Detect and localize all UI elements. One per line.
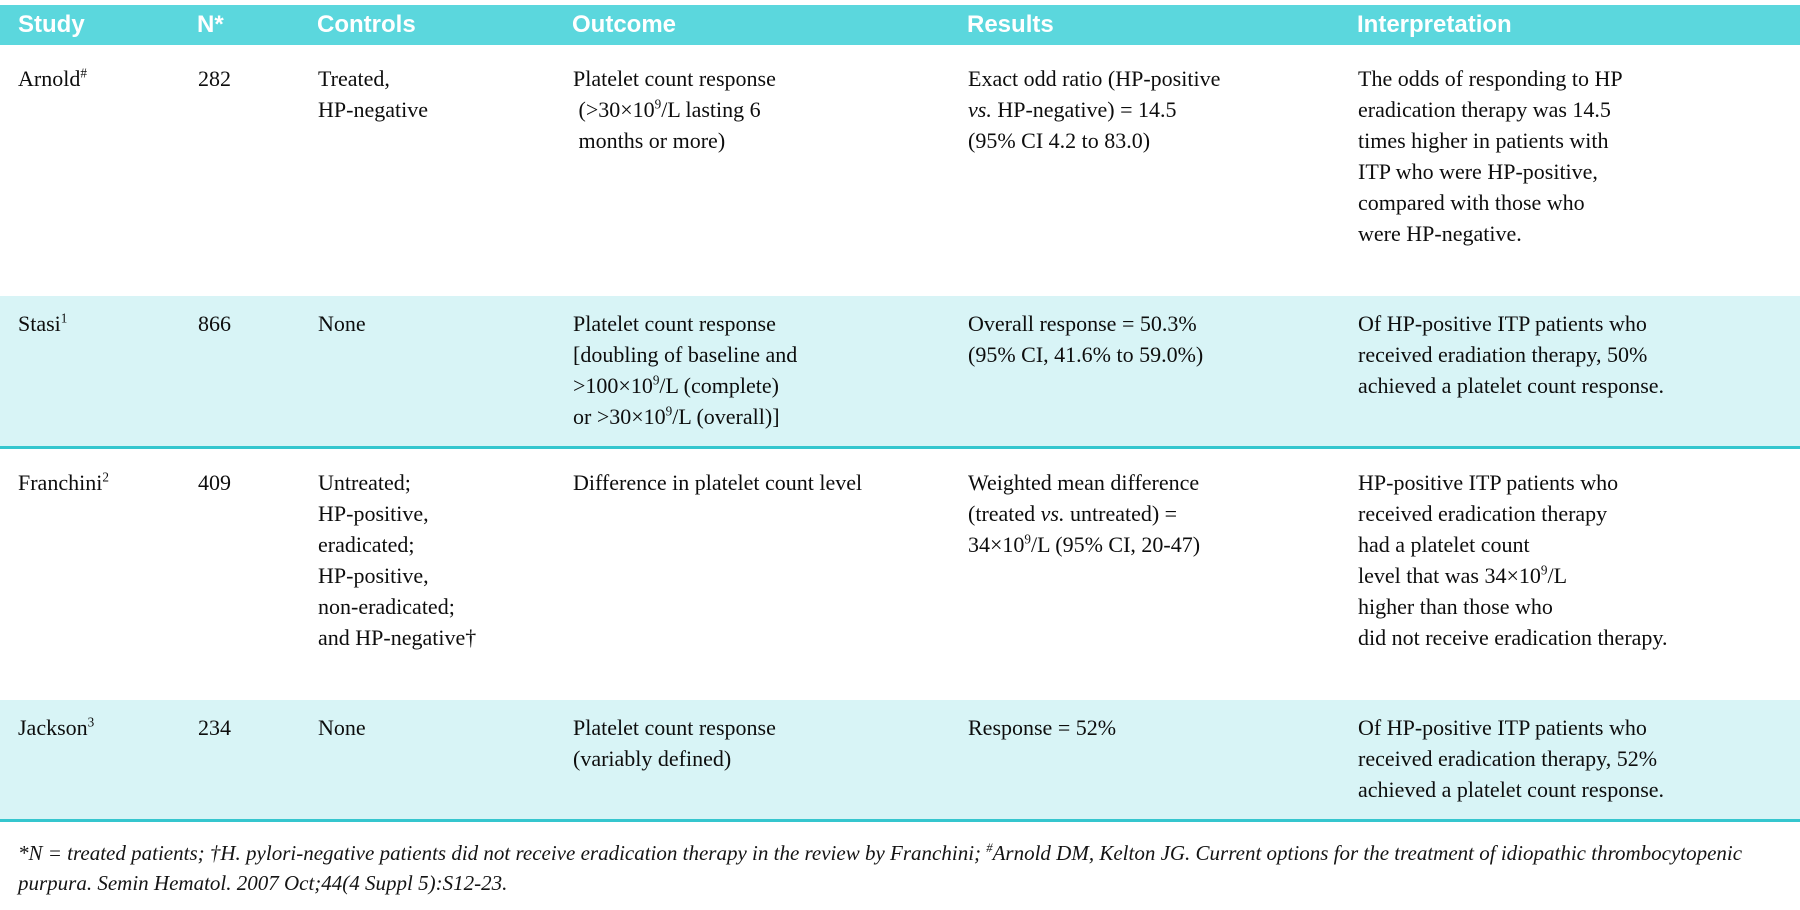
cell-line: achieved a platelet count response.	[1358, 777, 1665, 802]
cell-line: Platelet count response	[573, 66, 776, 91]
cell-line: Stasi1	[18, 310, 68, 336]
cell-line: Of HP-positive ITP patients who	[1358, 311, 1647, 336]
cell-line: HP-positive,	[318, 501, 429, 526]
cell-line: 282	[198, 66, 231, 91]
cell-line: eradication therapy was 14.5	[1358, 97, 1611, 122]
cell-controls: None	[317, 700, 572, 822]
cell-interpretation: HP-positive ITP patients who received era…	[1357, 447, 1800, 700]
cell-interpretation: Of HP-positive ITP patients who received …	[1357, 700, 1800, 822]
cell-line: and HP-negative†	[318, 625, 477, 650]
cell-line: or >30×109/L (overall)]	[573, 403, 780, 429]
table-row: Franchini2 409 Untreated; HP-positive, eradi…	[0, 447, 1800, 700]
cell-controls: None	[317, 296, 572, 449]
cell-n: 282	[197, 45, 317, 296]
cell-line: Weighted mean difference	[968, 470, 1200, 495]
cell-line: 234	[198, 715, 231, 740]
column-header-n: N*	[197, 5, 317, 45]
study-comparison-table: Study N* Controls Outcome Results Interp…	[0, 5, 1800, 822]
cell-outcome: Platelet count response (>30×109/L lasti…	[572, 45, 967, 296]
cell-line: times higher in patients with	[1358, 128, 1609, 153]
cell-outcome: Difference in platelet count level	[572, 447, 967, 700]
cell-results: Overall response = 50.3% (95% CI, 41.6% t…	[967, 296, 1357, 449]
cell-line: Platelet count response	[573, 311, 776, 336]
cell-line: (treated vs. untreated) =	[968, 501, 1178, 526]
cell-controls: Untreated; HP-positive, eradicated; HP-posi…	[317, 447, 572, 700]
cell-line: received eradiation therapy, 50%	[1358, 342, 1648, 367]
footnote: *N = treated patients; †H. pylori-negati…	[18, 841, 1743, 895]
cell-line: The odds of responding to HP	[1358, 66, 1623, 91]
table-row: Jackson3 234 None Platelet count response (v…	[0, 700, 1800, 822]
cell-line: Response = 52%	[968, 715, 1117, 740]
cell-line: Difference in platelet count level	[573, 470, 863, 495]
cell-line: None	[318, 311, 366, 336]
column-header-controls: Controls	[317, 5, 572, 45]
cell-line: ITP who were HP-positive,	[1358, 159, 1598, 184]
cell-study: Franchini2	[0, 447, 197, 700]
cell-line: Of HP-positive ITP patients who	[1358, 715, 1647, 740]
cell-line: (>30×109/L lasting 6	[573, 96, 761, 122]
cell-interpretation: Of HP-positive ITP patients who received …	[1357, 296, 1800, 449]
cell-line: higher than those who	[1358, 594, 1553, 619]
cell-study: Stasi1	[0, 296, 197, 449]
cell-line: 34×109/L (95% CI, 20-47)	[968, 531, 1201, 557]
cell-line: [doubling of baseline and	[573, 342, 798, 367]
table-row: Stasi1 866 None Platelet count response [dou…	[0, 296, 1800, 449]
cell-study: Arnold#	[0, 45, 197, 296]
cell-line: (95% CI, 41.6% to 59.0%)	[968, 342, 1204, 367]
cell-line: received eradication therapy	[1358, 501, 1608, 526]
cell-line: HP-positive ITP patients who	[1358, 470, 1619, 495]
cell-line: Jackson3	[18, 714, 95, 740]
cell-line: Overall response = 50.3%	[968, 311, 1197, 336]
column-header-outcome: Outcome	[572, 5, 967, 45]
column-header-interpretation: Interpretation	[1357, 5, 1800, 45]
cell-line: None	[318, 715, 366, 740]
cell-line: HP-positive,	[318, 563, 429, 588]
cell-line: Untreated;	[318, 470, 411, 495]
cell-line: Treated,	[318, 66, 390, 91]
cell-outcome: Platelet count response (variably defined…	[572, 700, 967, 822]
cell-line: achieved a platelet count response.	[1358, 373, 1665, 398]
header-row: Study N* Controls Outcome Results Interp…	[0, 5, 1800, 45]
cell-line: 866	[198, 311, 231, 336]
table-row: Arnold# 282 Treated, HP-negative Platelet co…	[0, 45, 1800, 296]
cell-line: Platelet count response	[573, 715, 776, 740]
cell-line: had a platelet count	[1358, 532, 1530, 557]
cell-line: Arnold#	[18, 65, 87, 91]
cell-line: vs. HP-negative) = 14.5	[968, 97, 1177, 122]
cell-line: received eradication therapy, 52%	[1358, 746, 1658, 771]
cell-results: Weighted mean difference (treated vs. unt…	[967, 447, 1357, 700]
cell-results: Exact odd ratio (HP-positive vs. HP-negat…	[967, 45, 1357, 296]
column-header-study: Study	[0, 5, 197, 45]
cell-line: Exact odd ratio (HP-positive	[968, 66, 1221, 91]
cell-line: eradicated;	[318, 532, 415, 557]
cell-line: (variably defined)	[573, 746, 732, 771]
cell-line: >100×109/L (complete)	[573, 372, 779, 398]
cell-line: did not receive eradication therapy.	[1358, 625, 1668, 650]
cell-n: 409	[197, 447, 317, 700]
column-header-results: Results	[967, 5, 1357, 45]
cell-controls: Treated, HP-negative	[317, 45, 572, 296]
cell-study: Jackson3	[0, 700, 197, 822]
cell-results: Response = 52%	[967, 700, 1357, 822]
cell-line: were HP-negative.	[1358, 221, 1522, 246]
cell-n: 234	[197, 700, 317, 822]
cell-line: compared with those who	[1358, 190, 1585, 215]
cell-line: (95% CI 4.2 to 83.0)	[968, 128, 1151, 153]
cell-line: level that was 34×109/L	[1358, 562, 1568, 588]
cell-outcome: Platelet count response [doubling of base…	[572, 296, 967, 449]
cell-line: HP-negative	[318, 97, 428, 122]
cell-n: 866	[197, 296, 317, 449]
cell-line: non-eradicated;	[318, 594, 455, 619]
cell-line: 409	[198, 470, 231, 495]
cell-line: Franchini2	[18, 469, 109, 495]
cell-interpretation: The odds of responding to HP eradication …	[1357, 45, 1800, 296]
cell-line: months or more)	[573, 128, 726, 153]
